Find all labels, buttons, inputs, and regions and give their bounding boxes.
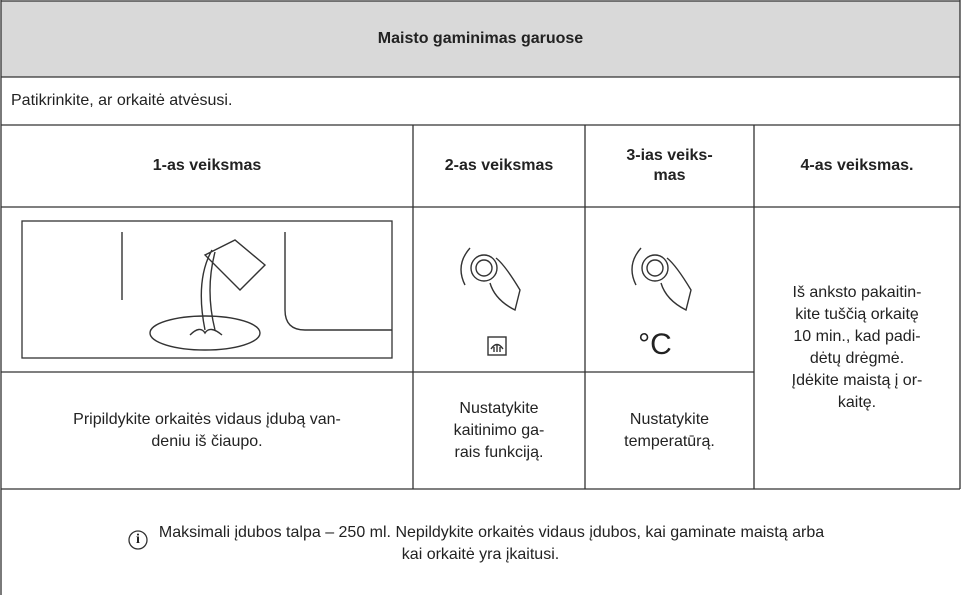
note-text: Maksimali įdubos talpa – 250 ml. Nepildy… bbox=[158, 524, 825, 563]
step-text: Iš anksto pakaitin- kite tuščią orkaitę … bbox=[791, 284, 923, 411]
step-text: Pripildykite orkaitės vidaus įdubą van- … bbox=[73, 410, 341, 450]
column-header: 4-as veiksmas. bbox=[800, 157, 914, 174]
knob-hand-icon bbox=[460, 247, 521, 356]
info-icon: i bbox=[136, 532, 140, 547]
step-text: Nustatykite temperatūrą. bbox=[624, 410, 715, 450]
fill-water-illustration bbox=[21, 220, 393, 359]
header-background bbox=[1, 1, 960, 77]
intro-text: Patikrinkite, ar orkaitė atvėsusi. bbox=[11, 92, 233, 109]
table-title: Maisto gaminimas garuose bbox=[377, 30, 584, 47]
column-header: 1-as veiksmas bbox=[152, 157, 262, 174]
step-text: Nustatykite kaitinimo ga- rais funkciją. bbox=[453, 399, 545, 461]
temperature-symbol: °C bbox=[638, 328, 672, 361]
column-header: 3-ias veiks- mas bbox=[626, 147, 713, 184]
column-header: 2-as veiksmas bbox=[444, 157, 554, 174]
info-icon-circle bbox=[128, 530, 148, 550]
knob-hand-icon bbox=[631, 247, 692, 312]
